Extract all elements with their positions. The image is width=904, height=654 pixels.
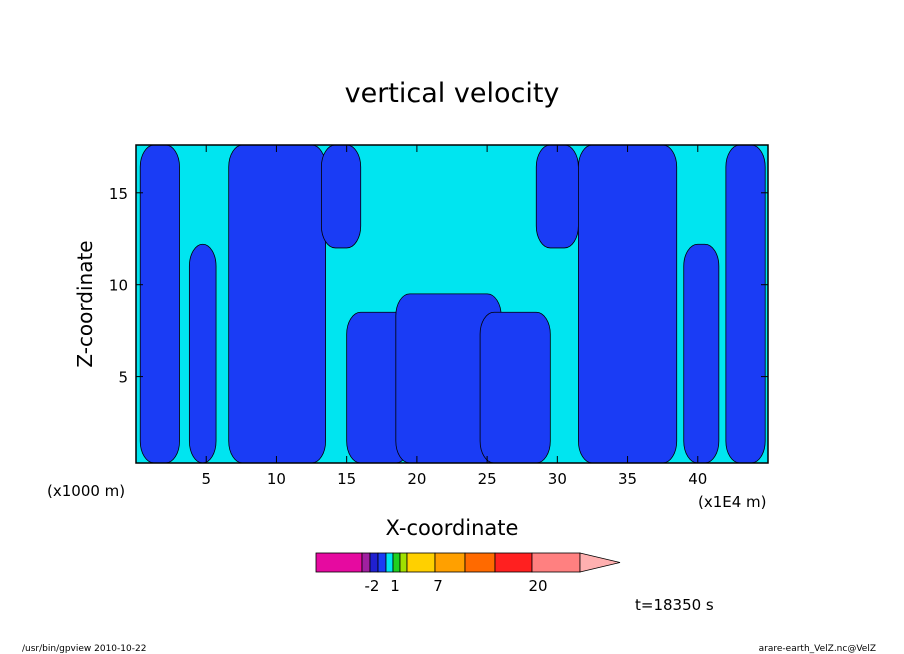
contour-region-dark-8: [535, 144, 579, 249]
contour-region-dark-7: [479, 311, 551, 464]
colorbar-segment: [464, 552, 496, 573]
chart-title: vertical velocity: [345, 78, 560, 109]
x-tick-label: 30: [548, 470, 567, 488]
y-axis-label: Z-coordinate: [73, 240, 97, 367]
colorbar-segment: [399, 552, 408, 573]
colorbar-segment: [377, 552, 387, 573]
x-tick-label: 20: [407, 470, 426, 488]
x-tick-label: 15: [337, 470, 356, 488]
footer-left: /usr/bin/gpview 2010-10-22: [22, 644, 146, 654]
x-tick-label: 35: [618, 470, 637, 488]
colorbar-arrow: [579, 552, 621, 573]
colorbar: -2 1 7 20: [315, 552, 621, 595]
colorbar-segment: [392, 552, 401, 573]
colorbar-tick-label: 7: [433, 577, 443, 595]
contour-region-dark-4: [320, 144, 362, 249]
footer-right: arare-earth_VelZ.nc@VelZ: [759, 644, 876, 654]
colorbar-tick-label: 1: [390, 577, 400, 595]
colorbar-segment: [434, 552, 466, 573]
x-ticks: 5 10 15 20 25 30 35 40: [201, 145, 707, 488]
y-ticks: 5 10 15: [109, 185, 768, 387]
y-tick-label: 5: [118, 369, 128, 387]
colorbar-segment: [369, 552, 379, 573]
x-unit-left-label: (x1000 m): [47, 482, 125, 500]
colorbar-segment: [315, 552, 363, 573]
x-tick-label: 10: [267, 470, 286, 488]
y-tick-label: 10: [109, 277, 128, 295]
colorbar-segment: [385, 552, 394, 573]
colorbar-segment: [406, 552, 436, 573]
plot-area: 5 10 15 20 25 30 35 40 5 10 15: [109, 144, 769, 488]
colorbar-tick-label: 20: [528, 577, 547, 595]
x-unit-right-label: (x1E4 m): [698, 493, 767, 511]
contour-region-dark-3: [228, 144, 326, 464]
colorbar-segment: [531, 552, 581, 573]
x-axis-label: X-coordinate: [386, 516, 519, 540]
contour-region-dark-11: [725, 144, 766, 464]
colorbar-tick-label: -2: [365, 577, 380, 595]
contour-region-dark-10: [683, 243, 720, 464]
contour-region-dark-2: [188, 243, 217, 464]
colorbar-segment: [361, 552, 371, 573]
x-tick-label: 40: [688, 470, 707, 488]
y-tick-label: 15: [109, 185, 128, 203]
colorbar-segment: [494, 552, 533, 573]
contour-region-dark-9: [578, 144, 678, 464]
plot-frame: [135, 144, 769, 464]
x-tick-label: 5: [201, 470, 211, 488]
time-label: t=18350 s: [635, 596, 714, 614]
contour-fill-layer: [139, 144, 766, 464]
x-tick-label: 25: [478, 470, 497, 488]
contour-region-dark-1: [139, 144, 180, 464]
